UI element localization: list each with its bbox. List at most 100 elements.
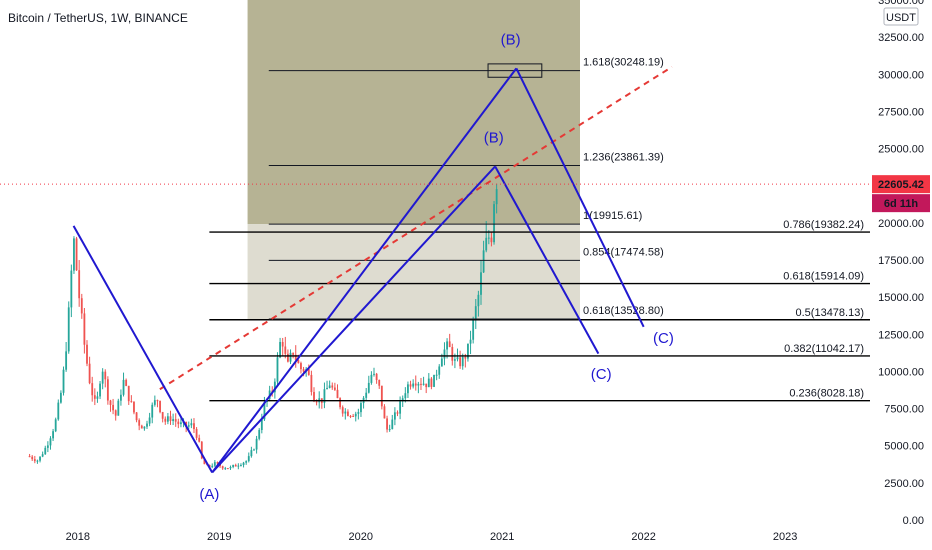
candle <box>52 428 54 442</box>
x-tick-label: 2020 <box>348 531 372 543</box>
candle <box>133 401 135 415</box>
candle <box>365 387 368 402</box>
candle <box>300 361 302 374</box>
y-tick-label: 35000.00 <box>878 0 924 7</box>
candle <box>326 380 328 390</box>
candle-body <box>193 423 195 430</box>
candle-body <box>177 421 180 425</box>
candle <box>164 416 167 425</box>
candle <box>232 464 235 469</box>
candle-body <box>33 459 36 462</box>
y-axis[interactable]: 0.00 2500.00 5000.00 7500.00 10000.00 12500.0… <box>870 0 932 550</box>
fib-label: 0.618(15914.09) <box>783 271 864 283</box>
candle-body <box>114 410 117 416</box>
fib-ext-label: 1.618(30248.19) <box>583 57 664 69</box>
candle-body <box>203 458 206 465</box>
candle <box>130 395 133 403</box>
x-axis[interactable]: 2018 2019 2020 2021 2022 2023 <box>66 531 798 543</box>
wave-label: (B) <box>484 130 504 147</box>
candle-body <box>130 401 133 403</box>
candle-body <box>213 462 216 466</box>
candle <box>237 463 240 470</box>
candle <box>307 364 310 376</box>
candle-body <box>67 307 70 352</box>
candle <box>33 455 36 464</box>
candle-body <box>112 404 115 411</box>
candle <box>146 420 148 429</box>
wave-segment <box>494 165 600 355</box>
candle <box>438 364 441 379</box>
candle-body <box>73 238 75 271</box>
candle-body <box>52 431 54 439</box>
candle <box>493 201 495 245</box>
candle-body <box>54 419 57 432</box>
candle <box>414 375 417 391</box>
candle-body <box>451 347 454 361</box>
candle <box>221 465 224 470</box>
candle-body <box>456 357 459 360</box>
candle-body <box>326 387 328 390</box>
candle-body <box>180 422 182 425</box>
candle <box>135 412 138 423</box>
candle-body <box>472 319 475 340</box>
candle-body <box>404 393 407 399</box>
candle-body <box>448 341 451 348</box>
y-tick-label: 15000.00 <box>878 292 924 304</box>
x-tick-label: 2018 <box>66 531 90 543</box>
candle-body <box>302 369 305 372</box>
candle-body <box>323 389 326 403</box>
fib-label: 0.236(8028.18) <box>789 388 864 400</box>
candle-body <box>383 406 386 419</box>
wave-label: (B) <box>501 32 521 49</box>
candle <box>336 384 339 399</box>
candle <box>169 410 172 425</box>
candle-body <box>190 423 193 426</box>
wave-label: (A) <box>199 486 219 503</box>
candle-body <box>169 416 172 422</box>
candle <box>367 375 370 394</box>
candle-body <box>339 398 342 408</box>
candle-body <box>245 461 248 463</box>
y-tick-label: 10000.00 <box>878 366 924 378</box>
candle <box>370 371 373 385</box>
candle <box>417 381 420 394</box>
candle <box>407 381 409 398</box>
candle <box>477 290 480 317</box>
candle <box>148 412 151 427</box>
candle-body <box>300 363 302 370</box>
candle <box>490 231 493 247</box>
candle-body <box>166 416 169 422</box>
fib-label: 0.382(11042.17) <box>784 343 864 355</box>
candle-body <box>477 294 480 307</box>
candle <box>320 398 323 409</box>
candle <box>106 376 109 405</box>
candle-body <box>78 270 81 299</box>
candle-body <box>46 445 49 448</box>
candle-body <box>407 384 409 394</box>
candle-body <box>195 429 198 438</box>
candle-body <box>260 419 263 431</box>
candle-body <box>289 352 292 362</box>
candle-body <box>349 415 352 417</box>
candle <box>57 399 60 421</box>
candle-body <box>200 441 203 459</box>
candle-body <box>91 383 94 396</box>
candle-body <box>378 380 381 386</box>
candle <box>443 342 446 366</box>
candle-body <box>344 411 347 414</box>
candle <box>187 421 190 429</box>
candle <box>258 428 261 441</box>
wave-segment <box>72 225 214 473</box>
candle-body <box>474 306 477 320</box>
candle <box>268 385 271 402</box>
candle-body <box>263 401 266 420</box>
candle-body <box>347 411 349 416</box>
candle <box>229 465 232 470</box>
candle-body <box>153 400 156 405</box>
candle <box>242 461 245 468</box>
candle-body <box>430 378 433 387</box>
fib-ext-label: 1(19915.61) <box>583 210 642 222</box>
candle <box>49 436 52 450</box>
candle <box>172 413 175 426</box>
